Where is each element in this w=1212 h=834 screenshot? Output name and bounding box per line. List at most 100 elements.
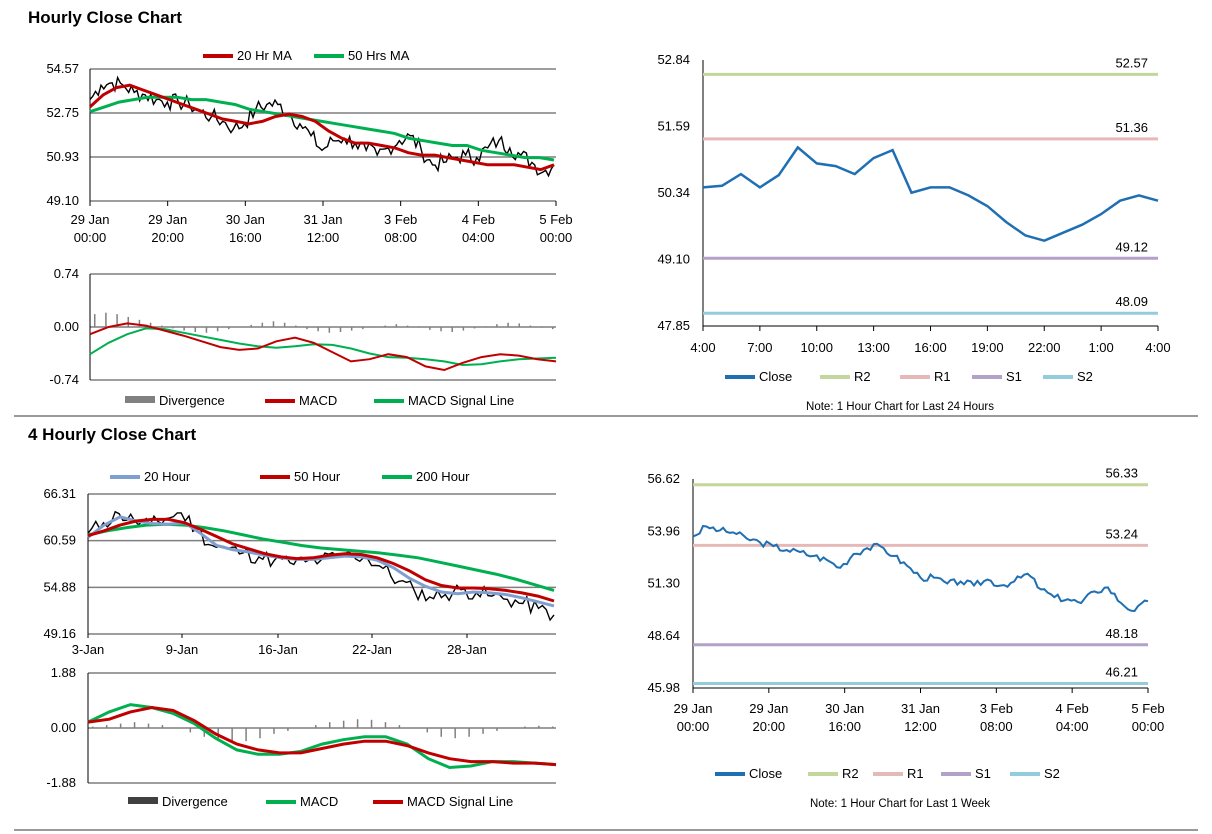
x-tick-label: 16:00 (828, 719, 861, 734)
divergence-bar (496, 324, 498, 327)
divergence-bar (228, 327, 230, 330)
y-tick-label: 52.75 (46, 105, 79, 120)
divergence-bar (426, 728, 429, 733)
legend-entry: MACD Signal Line (408, 393, 514, 408)
x-tick-label: 16:00 (229, 230, 262, 245)
y-tick-label: 48.64 (647, 628, 680, 643)
divergence-bar (283, 322, 286, 327)
x-tick-label: 20:00 (151, 230, 184, 245)
x-tick-label: 30 Jan (226, 212, 265, 227)
divergence-bar (203, 728, 206, 737)
level-label: 49.12 (1115, 239, 1148, 254)
divergence-bar (328, 327, 331, 333)
divergence-bar (468, 728, 470, 737)
divergence-bar (194, 327, 197, 333)
legend-entry: S1 (1006, 369, 1022, 384)
x-tick-label: 5 Feb (1131, 701, 1164, 716)
x-tick-label: 29 Jan (148, 212, 187, 227)
y-tick-label: 60.59 (43, 533, 76, 548)
divergence-bar (287, 728, 289, 731)
x-tick-label: 16:00 (914, 340, 947, 355)
x-tick-label: 29 Jan (749, 701, 788, 716)
divergence-bar (440, 728, 442, 737)
x-tick-label: 04:00 (462, 230, 495, 245)
divergence-bar (116, 314, 118, 327)
section-title-hourly: Hourly Close Chart (28, 8, 182, 27)
chart-note: Note: 1 Hour Chart for Last 24 Hours (806, 401, 994, 413)
divergence-bar (315, 725, 317, 728)
x-tick-label: 31 Jan (303, 212, 342, 227)
x-tick-label: 9-Jan (166, 642, 199, 657)
x-tick-label: 00:00 (677, 719, 710, 734)
divergence-bar (538, 725, 540, 728)
y-tick-label: 0.00 (54, 319, 79, 334)
ma-20-series (87, 515, 555, 608)
divergence-bar (398, 725, 401, 728)
chart-note: Note: 1 Hour Chart for Last 1 Week (810, 798, 990, 810)
divergence-bar (161, 725, 164, 728)
level-label: 48.09 (1115, 294, 1148, 309)
y-tick-label: 52.84 (657, 52, 690, 67)
y-tick-label: 45.98 (647, 680, 680, 695)
legend-entry: S2 (1077, 369, 1093, 384)
x-tick-label: 1:00 (1088, 340, 1113, 355)
divergence-bar (462, 327, 465, 331)
x-tick-label: 30 Jan (825, 701, 864, 716)
legend-entry: 20 Hr MA (237, 48, 292, 63)
legend-entry: 200 Hour (416, 469, 470, 484)
y-tick-label: 50.34 (657, 185, 690, 200)
ma-20-series (88, 83, 555, 172)
x-tick-label: 22:00 (1028, 340, 1061, 355)
macd-series (87, 703, 557, 770)
level-label: 46.21 (1105, 664, 1138, 679)
divergence-bar (339, 327, 342, 333)
divergence-bar (259, 728, 261, 739)
y-tick-label: 49.16 (43, 626, 76, 641)
legend-entry: Divergence (162, 794, 228, 809)
legend-entry: MACD (300, 794, 338, 809)
section-divider (14, 415, 1198, 417)
divergence-bar (189, 728, 192, 733)
divergence-bar (482, 728, 484, 734)
bottom-divider (14, 829, 1198, 831)
y-tick-label: 49.10 (46, 193, 79, 208)
y-tick-label: 50.93 (46, 149, 79, 164)
x-tick-label: 16-Jan (258, 642, 298, 657)
divergence-bar (356, 719, 359, 728)
legend-entry: 20 Hour (144, 469, 191, 484)
divergence-bar (272, 321, 275, 327)
x-tick-label: 28-Jan (447, 642, 487, 657)
divergence-bar (273, 728, 275, 734)
x-tick-label: 22-Jan (352, 642, 392, 657)
divergence-bar (231, 728, 233, 743)
legend-entry: R2 (842, 766, 859, 781)
divergence-bar (105, 725, 108, 728)
legend-entry: Close (759, 369, 792, 384)
x-tick-label: 29 Jan (673, 701, 712, 716)
divergence-bar (454, 728, 456, 739)
level-label: 53.24 (1105, 526, 1138, 541)
y-tick-label: 66.31 (43, 486, 76, 501)
divergence-bar (216, 327, 219, 332)
y-tick-label: 49.10 (657, 252, 690, 267)
divergence-bar (518, 323, 520, 327)
close-series (702, 145, 1159, 243)
ma-50-series (89, 95, 555, 162)
x-tick-label: 00:00 (540, 230, 573, 245)
level-label: 48.18 (1105, 626, 1138, 641)
legend-entry: MACD Signal Line (407, 794, 513, 809)
level-label: 56.33 (1105, 466, 1138, 481)
y-tick-label: 51.30 (647, 576, 680, 591)
divergence-bar (245, 728, 247, 742)
legend-entry: MACD (299, 393, 337, 408)
divergence-bar (306, 327, 308, 330)
divergence-bar (94, 314, 96, 327)
x-tick-label: 08:00 (384, 230, 417, 245)
divergence-bar (429, 327, 431, 330)
